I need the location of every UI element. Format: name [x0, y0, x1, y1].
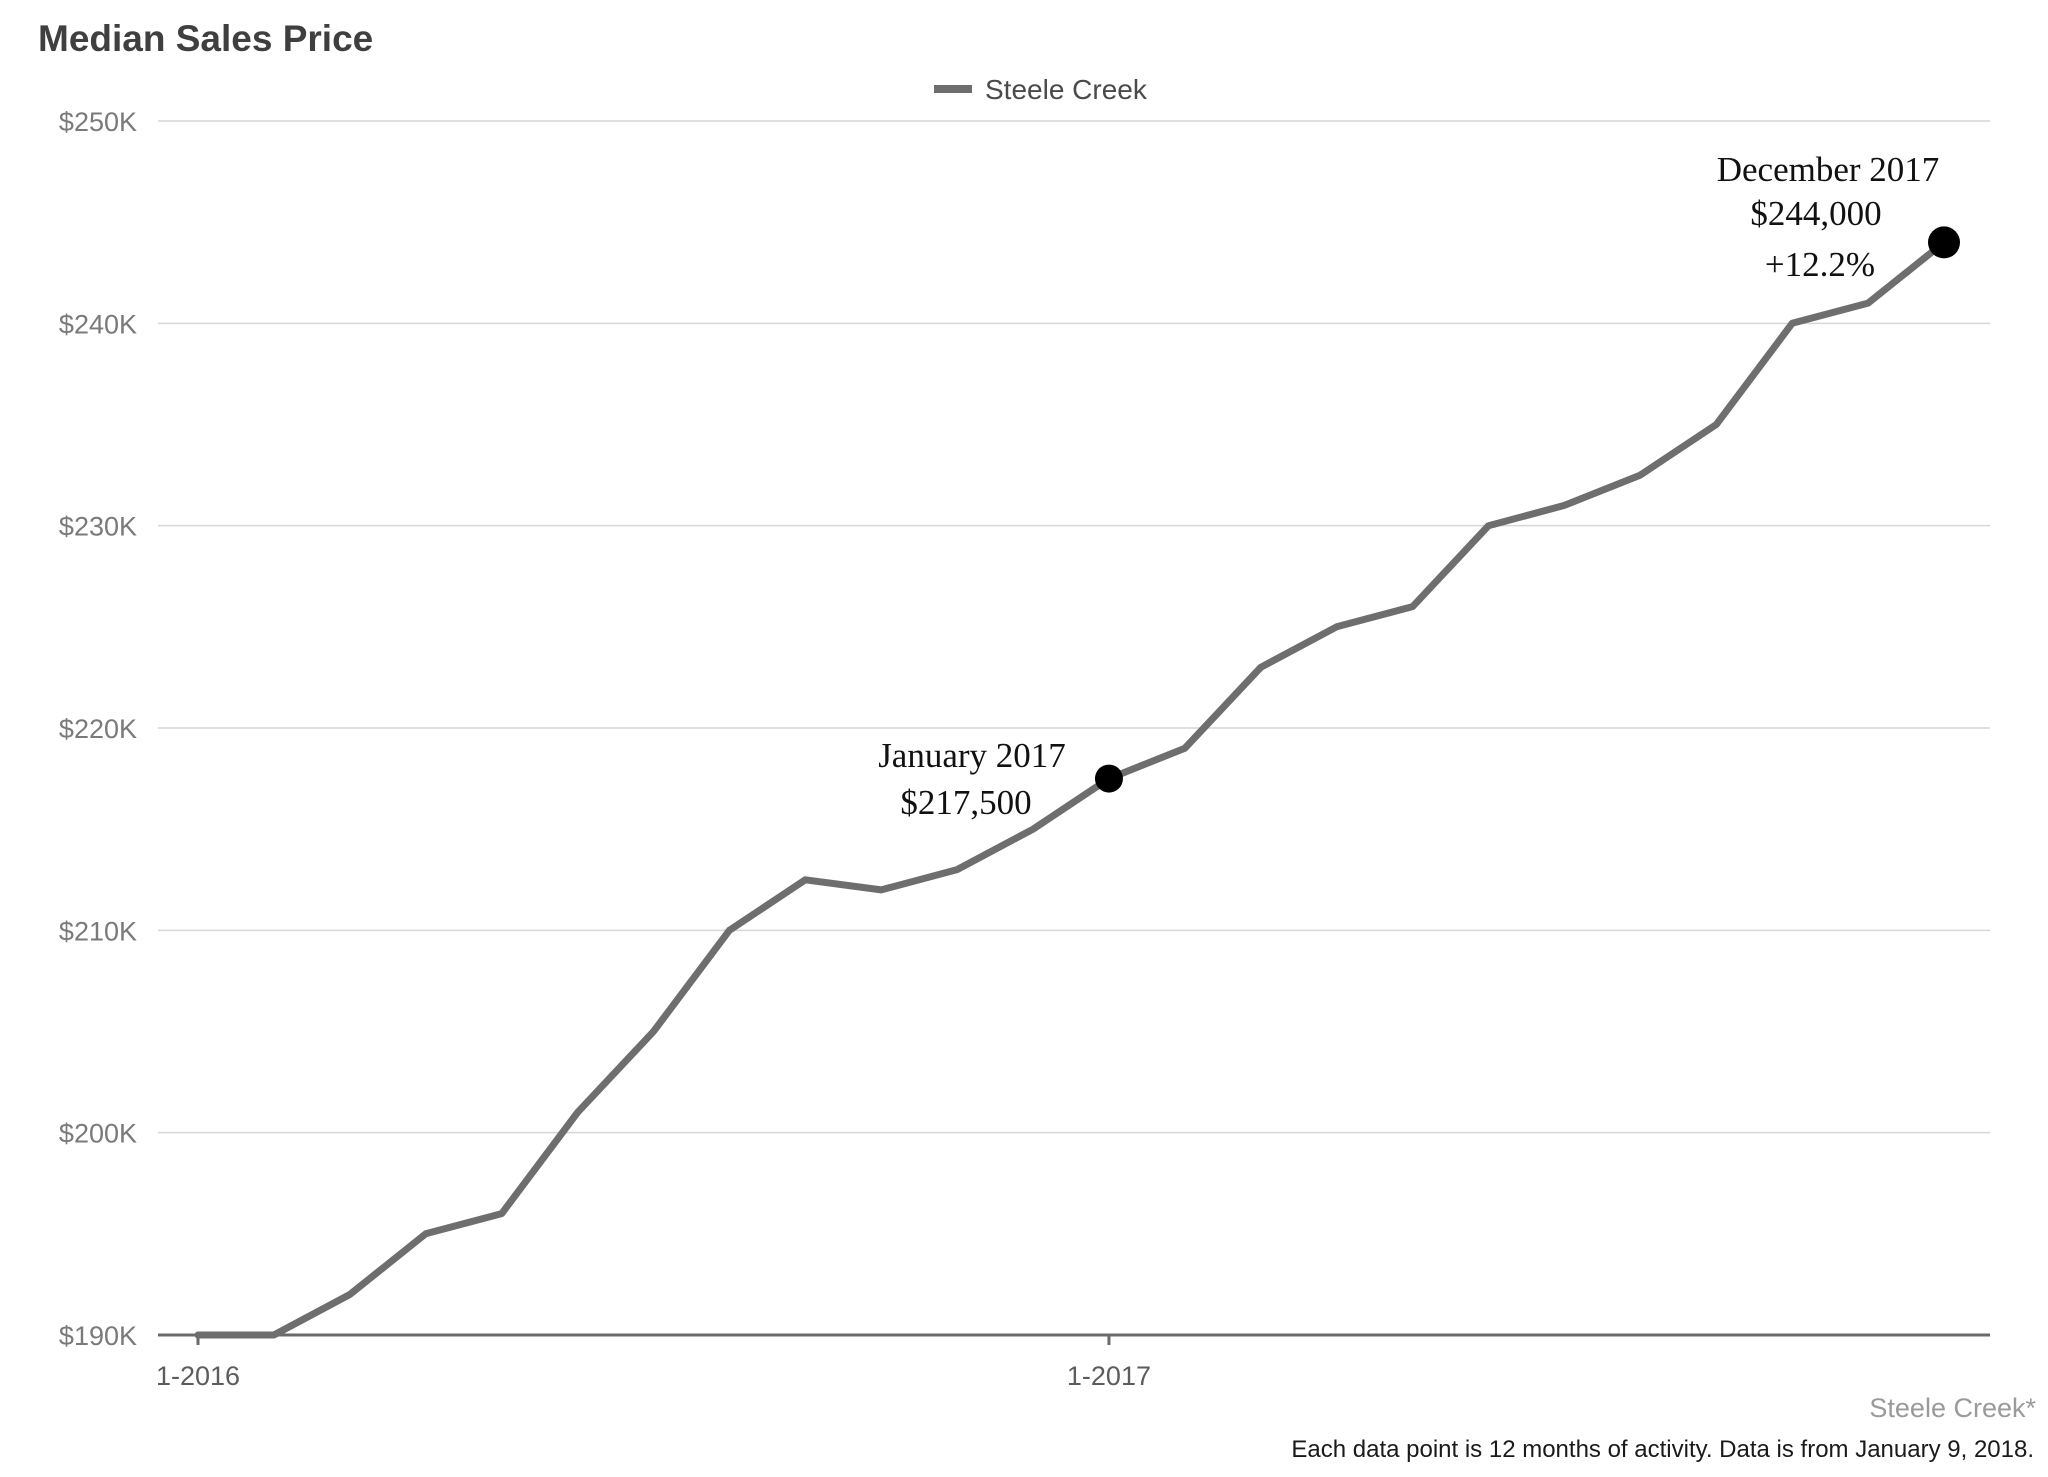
- y-tick-label: $200K: [59, 1119, 137, 1149]
- x-tick-label: 1-2016: [156, 1361, 240, 1391]
- y-tick-label: $190K: [59, 1321, 137, 1351]
- y-tick-label: $230K: [59, 512, 137, 542]
- annotations: January 2017 $217,500 December 2017 $244,00…: [878, 150, 1960, 822]
- x-axis: 1-2016 1-2017: [156, 1333, 1990, 1391]
- y-tick-label: $210K: [59, 916, 137, 946]
- y-tick-label: $250K: [59, 107, 137, 137]
- chart-footer: Steele Creek* Each data point is 12 month…: [1291, 1393, 2036, 1463]
- annotation-point: [1928, 226, 1960, 259]
- x-tick-label: 1-2017: [1067, 1361, 1151, 1391]
- source-label: Steele Creek*: [1869, 1393, 2036, 1423]
- annotation-label: January 2017: [878, 736, 1066, 775]
- legend: Steele Creek: [934, 74, 1148, 105]
- annotation-label: $217,500: [900, 783, 1031, 822]
- y-axis-ticks: $190K $200K $210K $220K $230K $240K $250K: [59, 107, 137, 1351]
- series-steele-creek: [194, 238, 1948, 1339]
- gridlines: [158, 120, 1990, 1134]
- annotation-label: $244,000: [1750, 194, 1881, 233]
- chart-title: Median Sales Price: [38, 18, 374, 59]
- footnote: Each data point is 12 months of activity…: [1291, 1436, 2034, 1463]
- legend-label: Steele Creek: [985, 74, 1148, 105]
- series-line: [194, 238, 1948, 1339]
- y-tick-label: $240K: [59, 309, 137, 339]
- annotation-label: +12.2%: [1765, 245, 1875, 284]
- y-tick-label: $220K: [59, 714, 137, 744]
- annotation-label: December 2017: [1717, 150, 1940, 189]
- annotation-point: [1094, 764, 1123, 793]
